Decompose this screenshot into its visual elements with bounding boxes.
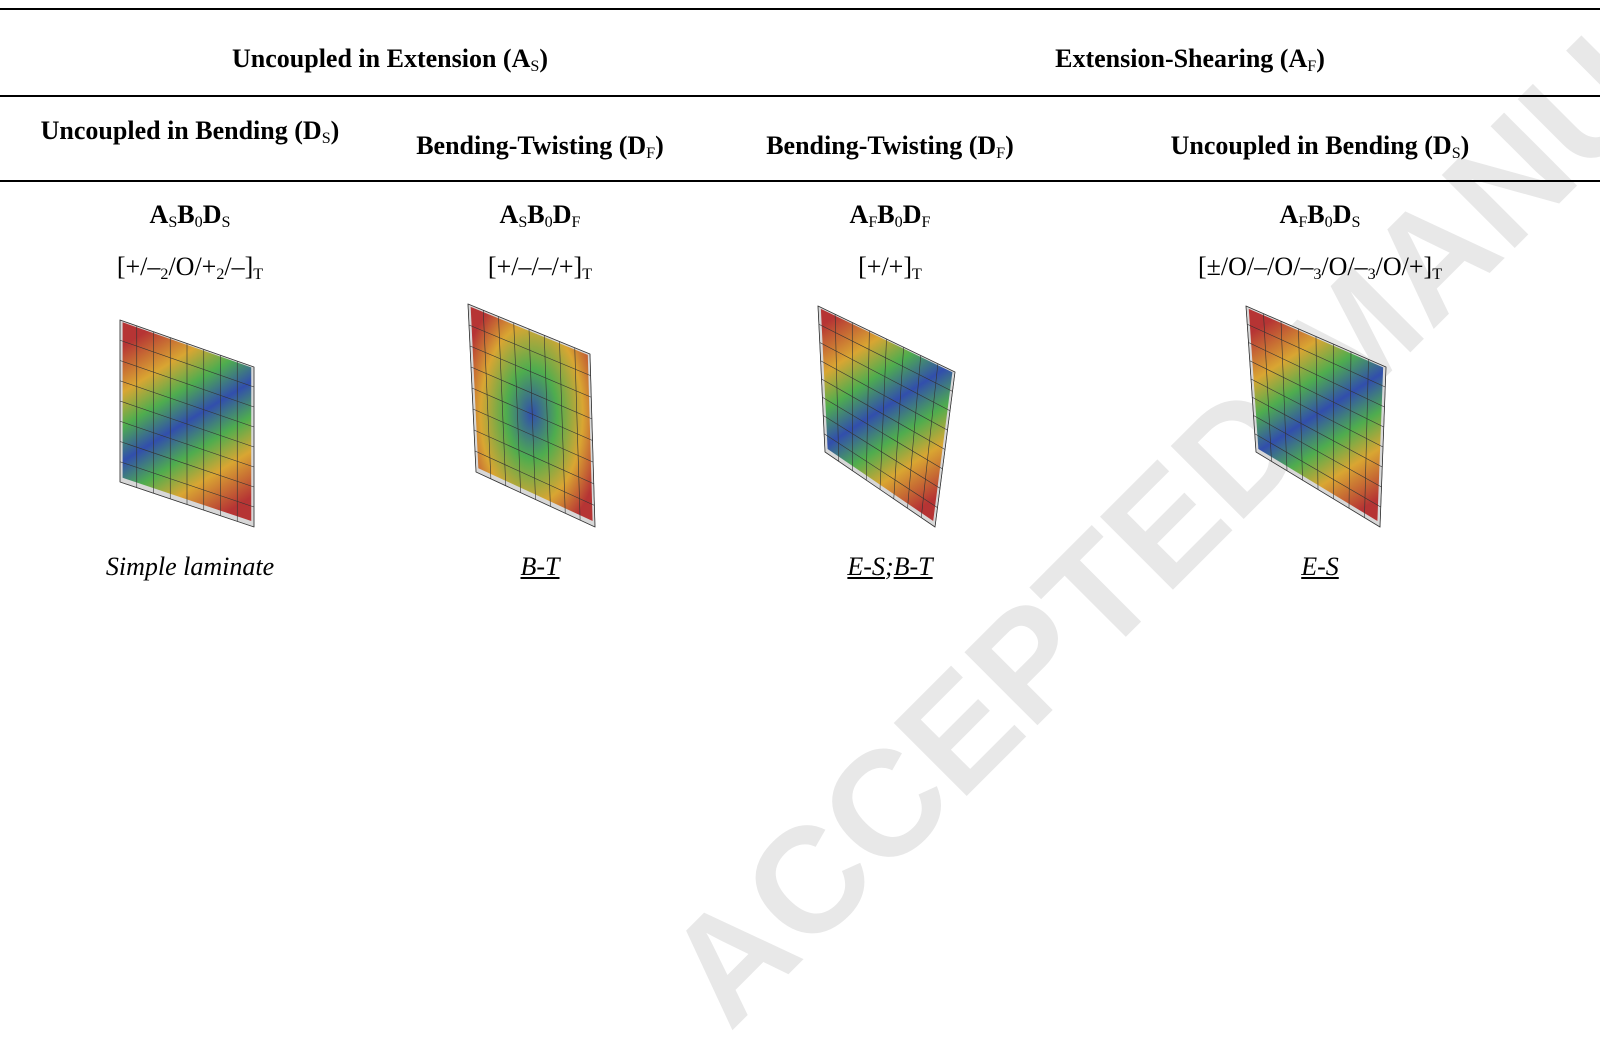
- sub-header: Uncoupled in Bending (DS): [20, 116, 360, 146]
- header-rule: [0, 180, 1600, 182]
- text: D: [903, 200, 922, 229]
- designation: AFB0DF: [720, 200, 1060, 230]
- text: Simple laminate: [106, 552, 274, 581]
- text: /O/–: [1321, 252, 1367, 281]
- plate-plot: [815, 302, 965, 532]
- text: D: [553, 200, 572, 229]
- page: ACCEPTED MANUSCRIPT Uncoupled in Extensi…: [0, 0, 1600, 595]
- underlined-text: B-T: [521, 552, 560, 581]
- top-rule: [0, 8, 1600, 10]
- group-header: Extension-Shearing (AF): [780, 44, 1600, 74]
- text: [+/+]: [858, 252, 912, 281]
- subscript: T: [1432, 266, 1442, 283]
- caption: Simple laminate: [20, 552, 360, 582]
- text: Extension-Shearing (A: [1055, 44, 1307, 73]
- subscript: S: [518, 214, 527, 231]
- subscript: S: [221, 214, 230, 231]
- stacking-sequence: [+/–2/O/+2/–]T: [20, 252, 360, 282]
- text: A: [500, 200, 519, 229]
- text: ): [1461, 131, 1470, 160]
- subscript: F: [1307, 58, 1316, 75]
- text: Uncoupled in Bending (D: [41, 116, 322, 145]
- subscript: T: [253, 266, 263, 283]
- text: B: [527, 200, 544, 229]
- text: D: [203, 200, 222, 229]
- underlined-text: E-S: [847, 552, 885, 581]
- text: D: [1333, 200, 1352, 229]
- subscript: T: [582, 266, 592, 283]
- caption: E-S;B-T: [720, 552, 1060, 582]
- text: ): [331, 116, 340, 145]
- text: [+/–/–/+]: [488, 252, 582, 281]
- text: B: [177, 200, 194, 229]
- plate-plot: [460, 302, 610, 532]
- subscript: 3: [1368, 266, 1376, 283]
- text: A: [1280, 200, 1299, 229]
- designation: ASB0DS: [20, 200, 360, 230]
- stacking-sequence: [±/O/–/O/–3/O/–3/O/+]T: [1120, 252, 1520, 282]
- text: Uncoupled in Bending (D: [1171, 131, 1452, 160]
- subscript: 0: [195, 214, 203, 231]
- subscript: S: [168, 214, 177, 231]
- text: Bending-Twisting (D: [766, 131, 996, 160]
- sub-header: Bending-Twisting (DF): [370, 131, 710, 161]
- subscript: 0: [895, 214, 903, 231]
- sub-header: Bending-Twisting (DF): [720, 131, 1060, 161]
- subscript: 0: [1325, 214, 1333, 231]
- subscript: S: [322, 130, 331, 147]
- text: [±/O/–/O/–: [1198, 252, 1313, 281]
- group-header: Uncoupled in Extension (AS): [0, 44, 780, 74]
- subscript: S: [530, 58, 539, 75]
- subscript: F: [868, 214, 877, 231]
- underlined-text: B-T: [894, 552, 933, 581]
- text: ): [1005, 131, 1014, 160]
- stacking-sequence: [+/+]T: [720, 252, 1060, 282]
- underlined-text: E-S: [1301, 552, 1339, 581]
- subscript: S: [1452, 145, 1461, 162]
- text: /–]: [224, 252, 253, 281]
- plate-plot: [110, 302, 260, 532]
- text: ): [655, 131, 664, 160]
- text: [+/–: [117, 252, 161, 281]
- text: ): [1316, 44, 1325, 73]
- designation: ASB0DF: [370, 200, 710, 230]
- plate-plot: [1240, 302, 1390, 532]
- subscript: F: [646, 145, 655, 162]
- text: B: [877, 200, 894, 229]
- subscript: 0: [545, 214, 553, 231]
- text: /O/+]: [1376, 252, 1433, 281]
- caption: E-S: [1120, 552, 1520, 582]
- subscript: F: [996, 145, 1005, 162]
- sub-header: Uncoupled in Bending (DS): [1120, 131, 1520, 161]
- text: ;: [885, 552, 894, 581]
- subscript: F: [571, 214, 580, 231]
- subscript: S: [1351, 214, 1360, 231]
- text: A: [150, 200, 169, 229]
- subscript: F: [1298, 214, 1307, 231]
- text: Bending-Twisting (D: [416, 131, 646, 160]
- text: /O/+: [168, 252, 216, 281]
- text: Uncoupled in Extension (A: [232, 44, 530, 73]
- caption: B-T: [370, 552, 710, 582]
- mid-rule: [0, 95, 1600, 97]
- text: ): [539, 44, 548, 73]
- stacking-sequence: [+/–/–/+]T: [370, 252, 710, 282]
- designation: AFB0DS: [1120, 200, 1520, 230]
- text: A: [850, 200, 869, 229]
- subscript: T: [912, 266, 922, 283]
- subscript: F: [921, 214, 930, 231]
- text: B: [1307, 200, 1324, 229]
